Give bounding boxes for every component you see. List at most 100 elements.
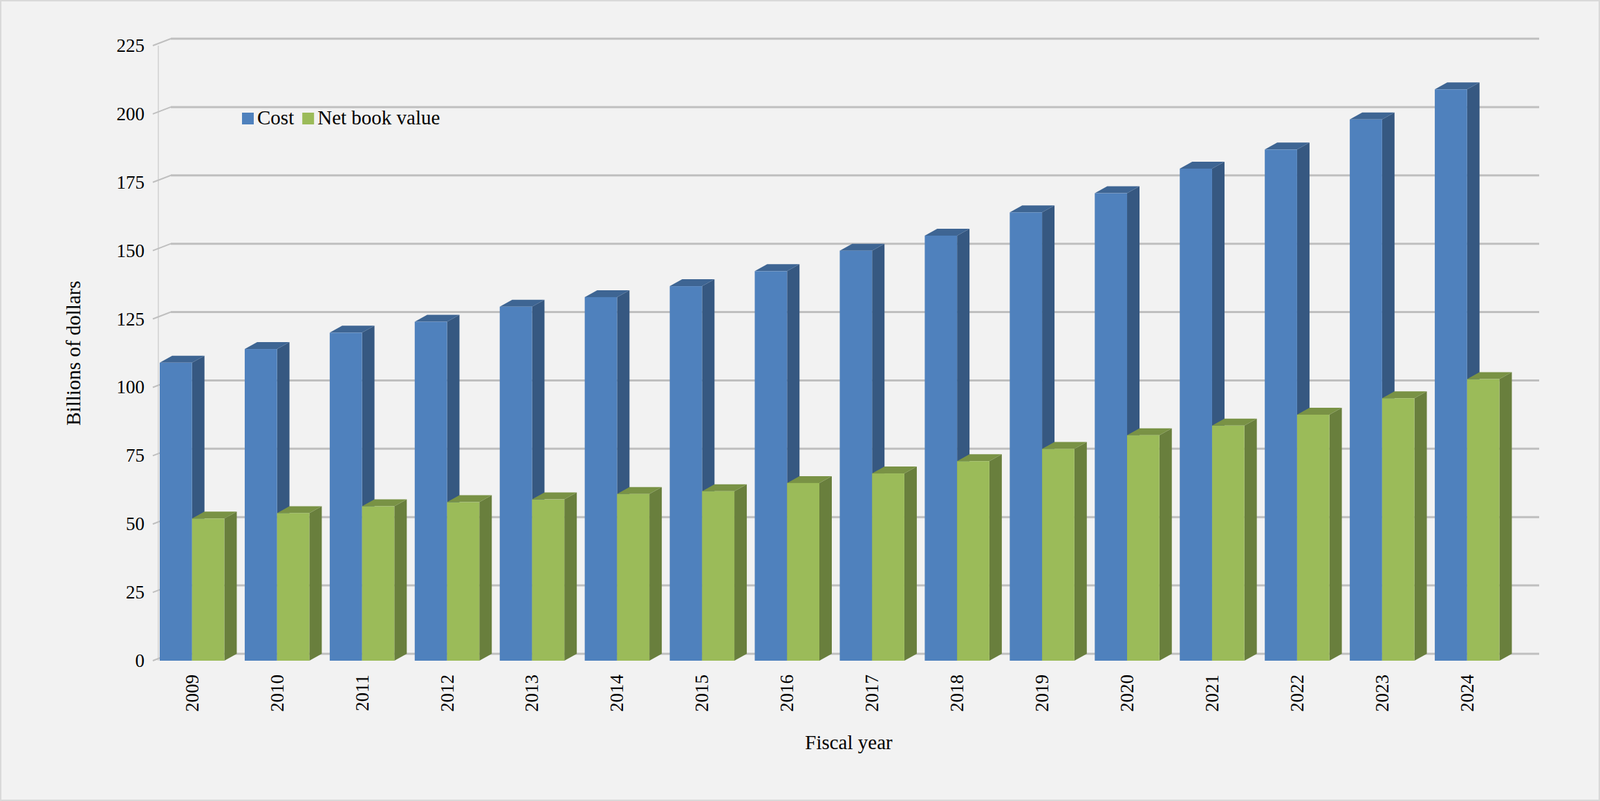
bar — [701, 484, 747, 662]
bar-front — [786, 483, 820, 662]
x-tick-label: 2014 — [606, 674, 628, 713]
bar-front — [956, 461, 990, 662]
bar-top — [755, 264, 800, 272]
chart-svg: 0255075100125150175200225200920102011201… — [0, 0, 1600, 801]
bar-side — [479, 495, 492, 662]
bar-top — [1094, 186, 1140, 194]
bar-side — [394, 499, 407, 662]
bar-side — [989, 454, 1002, 662]
y-tick-label: 150 — [116, 240, 146, 262]
bar-side — [309, 506, 322, 662]
y-axis-title: Billions of dollars — [62, 280, 85, 426]
bar-top — [159, 356, 205, 364]
bar-front — [192, 518, 225, 662]
bar — [1212, 419, 1258, 662]
bar-top — [584, 290, 630, 298]
bar-front — [447, 502, 480, 662]
x-tick-label: 2016 — [776, 674, 798, 713]
bar-front — [616, 494, 650, 662]
grid-line — [170, 38, 1540, 41]
bar-front — [329, 332, 363, 662]
bar-front — [1349, 119, 1383, 662]
bar-top — [362, 499, 408, 507]
bar-top — [277, 506, 323, 514]
legend-label: Net book value — [317, 106, 440, 129]
bar-top — [1042, 441, 1087, 449]
bar-front — [1042, 448, 1075, 662]
bar-top — [447, 495, 493, 503]
bar — [786, 476, 832, 662]
grid-line — [170, 174, 1540, 177]
x-tick-label: 2010 — [266, 674, 288, 713]
bar — [1297, 407, 1343, 662]
x-tick-label: 2018 — [946, 674, 968, 713]
grid-line — [152, 175, 171, 183]
bar-front — [277, 513, 310, 662]
bar-top — [1434, 82, 1480, 90]
x-tick-label: 2015 — [691, 674, 713, 713]
bar-side — [649, 487, 662, 662]
bar — [192, 511, 238, 662]
bar — [1467, 372, 1513, 662]
y-tick-label: 225 — [116, 35, 146, 57]
y-tick-label: 75 — [125, 445, 145, 467]
legend-swatch — [242, 112, 254, 125]
bar — [1382, 391, 1428, 662]
bar — [531, 492, 577, 662]
bar-top — [1349, 112, 1395, 120]
y-tick-label: 50 — [125, 513, 145, 535]
bar-top — [1297, 407, 1343, 415]
bars — [159, 82, 1512, 662]
x-tick-label: 2012 — [436, 674, 458, 713]
background — [0, 0, 1600, 801]
bar-front — [531, 499, 565, 662]
bar-top — [192, 511, 238, 519]
bar-side — [819, 476, 832, 662]
bar-top — [1382, 391, 1428, 399]
bar-top — [924, 228, 970, 236]
bar — [616, 487, 662, 662]
x-tick-label: 2020 — [1116, 674, 1138, 713]
bar-front — [670, 286, 703, 662]
bar-side — [1244, 419, 1258, 662]
bar-front — [1467, 379, 1500, 662]
grid-line — [152, 312, 171, 320]
y-tick-label: 175 — [116, 172, 146, 193]
bar-top — [670, 279, 715, 287]
bar — [871, 466, 917, 662]
bar-side — [1329, 407, 1343, 662]
bar-top — [840, 244, 886, 251]
bar-front — [701, 491, 735, 662]
x-tick-label: 2022 — [1286, 674, 1308, 713]
bar-side — [734, 484, 747, 662]
legend-label: Cost — [257, 106, 294, 129]
bar-top — [1009, 205, 1055, 213]
bar-top — [956, 454, 1002, 462]
bar-front — [1264, 149, 1298, 662]
bar-front — [1212, 425, 1245, 662]
bar-top — [244, 342, 290, 350]
legend: Cost Net book value — [242, 106, 440, 129]
bar-front — [244, 349, 278, 662]
bar-front — [499, 307, 533, 662]
bar-top — [1127, 428, 1172, 436]
bar-side — [904, 466, 917, 662]
x-tick-label: 2011 — [351, 674, 373, 712]
bar-front — [414, 322, 448, 662]
y-tick-label: 200 — [116, 103, 146, 125]
bar — [956, 454, 1002, 662]
bar-front — [159, 363, 193, 662]
x-tick-label: 2013 — [521, 674, 543, 713]
bar-top — [871, 466, 917, 474]
bar-front — [871, 473, 905, 662]
bar-front — [362, 506, 395, 662]
bar-front — [1179, 168, 1213, 662]
bar-front — [924, 235, 957, 662]
bar — [362, 499, 408, 662]
bar-front — [1127, 435, 1160, 662]
bar-top — [701, 484, 747, 492]
bar-top — [1264, 142, 1310, 150]
y-axis-line — [158, 45, 160, 662]
bar — [1042, 441, 1087, 662]
bar-front — [584, 297, 618, 662]
